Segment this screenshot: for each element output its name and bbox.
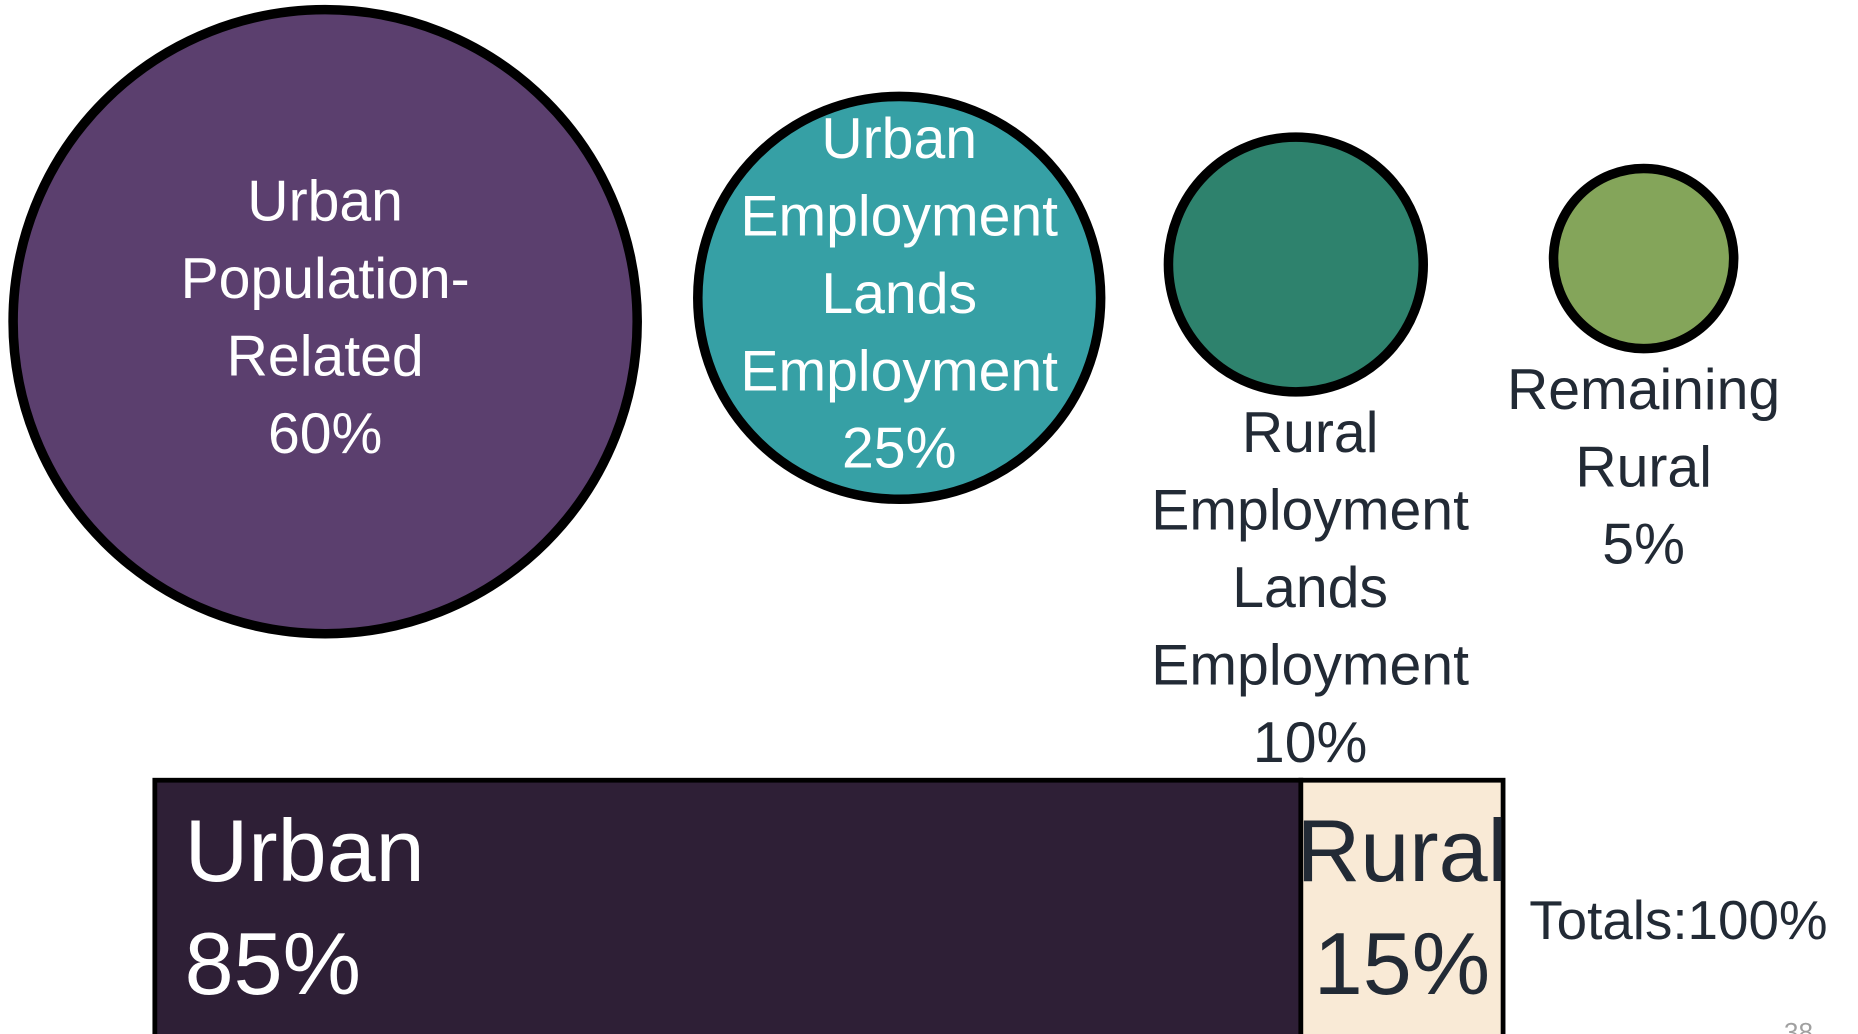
bubble-label-line: Related	[227, 324, 424, 388]
segment-name: Urban	[185, 801, 425, 900]
bubble-label-line: Employment	[1151, 479, 1469, 543]
bubble-label: Rural Employment Lands Employment 10%	[1151, 401, 1469, 775]
segment-value: 85%	[185, 914, 361, 1013]
bubble-label: Remaining Rural 5%	[1507, 358, 1780, 577]
slide-number: 38	[1784, 1017, 1813, 1034]
segment-value: 15%	[1314, 914, 1490, 1013]
bubble-label: Urban Employment Lands Employment 25%	[740, 107, 1058, 481]
bubble-label-line: 60%	[268, 402, 382, 466]
bubble-label-line: Rural	[1575, 435, 1712, 499]
bubble-label-line: Lands	[821, 262, 977, 326]
totals-annotation: Totals:100%	[1529, 889, 1827, 951]
bubble-label-line: Urban	[247, 170, 403, 234]
bubble-label-line: 5%	[1602, 513, 1685, 577]
bubble	[8, 4, 642, 639]
bubble-label-line: Lands	[1232, 556, 1388, 620]
bubble-label-line: 25%	[842, 417, 956, 481]
bubble	[1548, 163, 1739, 354]
bubble-label-line: Employment	[1151, 633, 1469, 697]
bubble	[1163, 132, 1428, 397]
bubble-label-line: Rural	[1242, 401, 1379, 465]
bubble-label: Urban Population- Related 60%	[181, 170, 470, 466]
bubble-label-line: 10%	[1253, 711, 1367, 775]
bubble-label-line: Population-	[181, 247, 470, 311]
bubble-label-line: Remaining	[1507, 358, 1780, 422]
bubble-label-line: Employment	[740, 185, 1058, 249]
bar-segment	[1298, 777, 1506, 1034]
bubble	[693, 91, 1106, 505]
segment-name: Rural	[1297, 801, 1508, 900]
bubble-label-line: Employment	[740, 339, 1058, 403]
bubble-label-line: Urban	[821, 107, 977, 171]
